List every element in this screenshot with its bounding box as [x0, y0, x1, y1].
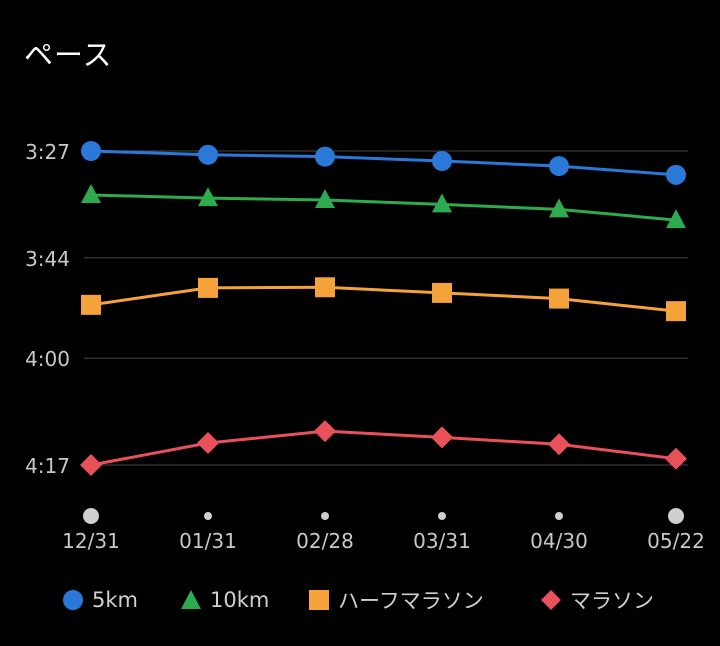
legend-item: 5km [62, 582, 138, 618]
chart-legend: 5km 10km ハーフマラソン マラソン [0, 582, 720, 622]
x-axis-dot [668, 508, 684, 524]
legend-item: 10km [180, 582, 269, 618]
data-point [80, 454, 102, 476]
series-group [81, 277, 686, 322]
data-point [81, 141, 101, 161]
data-point [432, 193, 452, 213]
x-axis-dot [555, 512, 563, 520]
data-point [197, 432, 219, 455]
x-tick-label: 03/31 [413, 529, 471, 553]
data-point [198, 277, 218, 298]
data-point [549, 288, 569, 309]
data-point [549, 198, 569, 218]
legend-label: 10km [210, 588, 270, 612]
x-axis-dot [321, 512, 329, 520]
x-tick-label: 05/22 [647, 529, 705, 553]
data-point [549, 156, 569, 177]
series-group [80, 420, 687, 476]
y-tick-label: 4:17 [25, 454, 70, 478]
legend-label: ハーフマラソン [338, 589, 484, 613]
data-point [666, 209, 686, 229]
series-group [81, 141, 686, 185]
legend-marker-icon [309, 590, 329, 610]
legend-item: ハーフマラソン [308, 582, 484, 618]
legend-marker-icon [181, 590, 201, 609]
series-line [90, 285, 677, 313]
series-line [90, 429, 677, 467]
x-axis-dot [83, 508, 99, 524]
data-point [315, 146, 335, 167]
legend-label: マラソン [570, 589, 654, 613]
data-point [666, 301, 686, 322]
data-point [315, 277, 335, 298]
y-tick-label: 4:00 [25, 347, 70, 371]
data-point [81, 294, 101, 315]
data-point [432, 282, 452, 303]
y-tick-label: 3:27 [25, 140, 70, 164]
data-point [198, 144, 218, 165]
data-point [314, 420, 336, 443]
x-tick-label: 04/30 [530, 529, 588, 553]
data-point [81, 183, 101, 203]
pace-chart: 3:27 3:44 4:00 4:17 12/31 01/31 02/28 03/31 04/3… [25, 140, 705, 553]
x-axis-dot [204, 512, 212, 520]
data-point [666, 164, 686, 185]
legend-label: 5km [92, 588, 138, 612]
x-axis-dot [438, 512, 446, 520]
y-tick-label: 3:44 [25, 247, 70, 271]
data-point [432, 151, 452, 172]
series-group [81, 183, 686, 229]
x-tick-label: 02/28 [296, 529, 354, 553]
data-point [665, 447, 687, 470]
legend-marker-icon [541, 590, 561, 610]
page-title: ペース [24, 38, 113, 72]
legend-item: マラソン [540, 582, 654, 618]
x-tick-label: 01/31 [179, 529, 237, 553]
x-tick-label: 12/31 [62, 529, 120, 553]
series-line [90, 193, 677, 222]
series-line [90, 149, 677, 177]
data-point [431, 426, 453, 449]
data-point [315, 188, 335, 208]
data-point [548, 433, 570, 456]
data-point [198, 187, 218, 207]
legend-marker-icon [63, 590, 83, 610]
